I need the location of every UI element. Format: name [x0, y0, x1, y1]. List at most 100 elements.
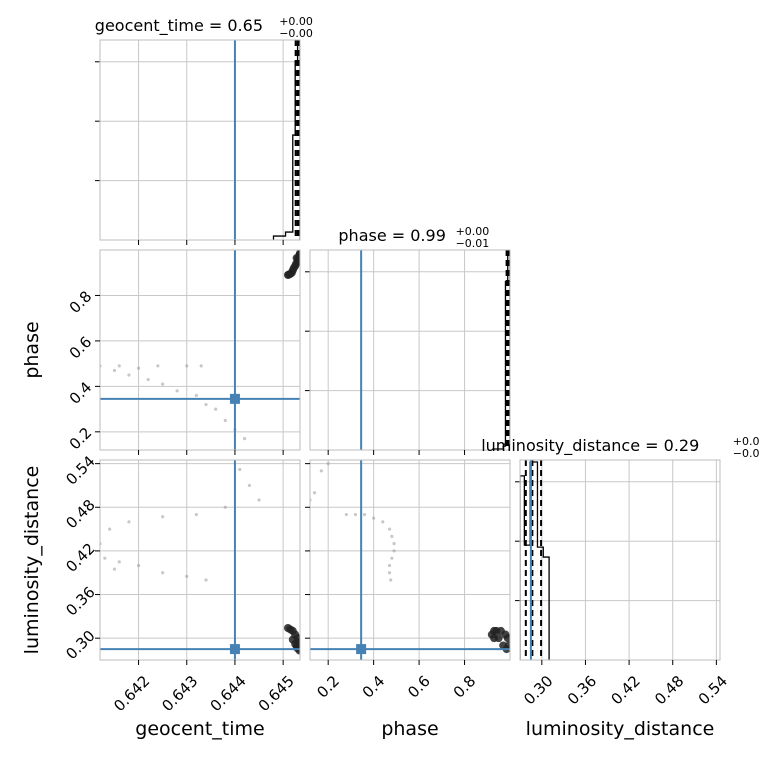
- panel-phase_vs_geocent_time-sample-26: [204, 402, 208, 407]
- hist-phase-frame: [309, 249, 511, 451]
- xtick-label-phase: 0.8: [450, 672, 480, 702]
- panel-luminosity_distance_vs_geocent_time-sample-13: [247, 483, 251, 488]
- panel-luminosity_distance_vs_phase-sample-13: [319, 469, 323, 473]
- hist-luminosity_distance-frame: [519, 459, 721, 661]
- panel-title-luminosity_distance: luminosity_distance = 0.29: [481, 436, 699, 456]
- panel-phase_vs_geocent_time-sample-12: [295, 250, 300, 259]
- ytick-label-luminosity_distance: 0.30: [62, 627, 98, 663]
- panel-title-geocent_time: geocent_time = 0.65: [95, 16, 263, 36]
- xtick-label-phase: 0.6: [404, 672, 434, 702]
- panel-phase_vs_geocent_time-group: [100, 250, 300, 450]
- panel-luminosity_distance_vs_geocent_time-sample-17: [161, 515, 165, 519]
- ylabel-phase: phase: [21, 321, 43, 378]
- title-minus-geocent_time: −0.00: [279, 27, 313, 40]
- xlabel-phase: phase: [381, 718, 438, 740]
- title-plus-luminosity_distance: +0.01: [733, 435, 760, 448]
- xtick-label-luminosity_distance: 0.48: [651, 672, 687, 708]
- panel-phase_vs_geocent_time-sample-16: [136, 366, 141, 370]
- panel-phase_vs_geocent_time-sample-21: [127, 373, 131, 377]
- panel-luminosity_distance_vs_geocent_time-sample-19: [108, 527, 112, 531]
- xtick-label-geocent_time: 0.643: [158, 672, 201, 715]
- panel-luminosity_distance_vs_geocent_time-truth-marker: [229, 644, 240, 655]
- panel-phase_vs_geocent_time-sample-22: [146, 377, 150, 382]
- panel-phase_vs_geocent_time-truth-marker: [229, 393, 240, 404]
- panel-phase_vs_geocent_time-sample-13: [284, 270, 293, 279]
- ytick-label-phase: 0.4: [66, 378, 96, 408]
- xtick-label-luminosity_distance: 0.54: [695, 672, 731, 708]
- panel-luminosity_distance_vs_phase-sample-24: [390, 556, 394, 560]
- panel-phase_vs_geocent_time-sample-25: [194, 393, 198, 398]
- xtick-label-geocent_time: 0.645: [255, 672, 298, 715]
- xtick-label-luminosity_distance: 0.30: [520, 672, 556, 708]
- panel-luminosity_distance_vs_phase-sample-4: [503, 634, 510, 643]
- panel-luminosity_distance_vs_geocent_time-sample-23: [136, 563, 141, 568]
- xtick-label-phase: 0.4: [359, 672, 389, 702]
- panel-luminosity_distance_vs_geocent_time-sample-21: [103, 556, 107, 560]
- xlabel-luminosity_distance: luminosity_distance: [526, 718, 715, 740]
- panel-luminosity_distance_vs_geocent_time-group: [100, 460, 300, 660]
- ytick-label-luminosity_distance: 0.42: [62, 539, 98, 575]
- panel-luminosity_distance_vs_geocent_time-frame: [99, 459, 301, 661]
- panel-luminosity_distance_vs_phase-sample-20: [387, 527, 392, 531]
- title-text: phase = 0.99: [338, 226, 445, 245]
- panel-luminosity_distance_vs_phase-sample-19: [381, 520, 385, 524]
- hist-phase-group: [310, 250, 510, 450]
- title-text: geocent_time = 0.65: [95, 16, 263, 36]
- panel-luminosity_distance_vs_phase-bg: [310, 460, 510, 660]
- panel-luminosity_distance_vs_geocent_time-sample-16: [194, 512, 198, 517]
- xtick-label-luminosity_distance: 0.42: [607, 672, 643, 708]
- title-minus-luminosity_distance: −0.01: [733, 447, 760, 460]
- panel-phase_vs_geocent_time-sample-20: [112, 368, 117, 373]
- panel-luminosity_distance_vs_geocent_time-sample-24: [161, 571, 165, 575]
- ytick-label-luminosity_distance: 0.54: [62, 452, 98, 488]
- panel-phase_vs_geocent_time-sample-17: [156, 364, 160, 368]
- panel-luminosity_distance_vs_geocent_time-sample-27: [112, 567, 117, 571]
- panel-luminosity_distance_vs_geocent_time-sample-25: [185, 574, 189, 578]
- panel-luminosity_distance_vs_phase-frame: [309, 459, 511, 661]
- panel-luminosity_distance_vs_phase-sample-17: [362, 512, 367, 517]
- xlabel-geocent_time: geocent_time: [135, 718, 264, 740]
- xtick-label-phase: 0.2: [313, 672, 343, 702]
- panel-phase_vs_geocent_time-sample-11: [292, 259, 300, 268]
- panel-phase_vs_geocent_time-sample-27: [214, 407, 218, 411]
- panel-luminosity_distance_vs_geocent_time-sample-14: [257, 498, 261, 502]
- panel-luminosity_distance_vs_geocent_time-sample-22: [117, 560, 121, 564]
- panel-luminosity_distance_vs_phase-sample-25: [387, 563, 392, 568]
- hist-luminosity_distance-steps: [520, 461, 550, 660]
- title-plus-geocent_time: +0.00: [279, 15, 313, 28]
- panel-luminosity_distance_vs_phase-sample-21: [390, 534, 394, 538]
- hist-luminosity_distance-group: [520, 460, 720, 660]
- hist-geocent_time-frame: [99, 39, 301, 241]
- panel-luminosity_distance_vs_phase-sample-26: [387, 571, 392, 575]
- panel-luminosity_distance_vs_phase-sample-15: [344, 512, 348, 517]
- panel-luminosity_distance_vs_geocent_time-sample-18: [127, 520, 131, 524]
- ytick-label-luminosity_distance: 0.48: [62, 496, 98, 532]
- panel-phase_vs_geocent_time-sample-24: [175, 389, 179, 393]
- panel-luminosity_distance_vs_phase-sample-16: [353, 512, 358, 517]
- panel-luminosity_distance_vs_phase-sample-10: [487, 630, 496, 639]
- panel-luminosity_distance_vs_geocent_time-sample-26: [204, 578, 208, 582]
- xtick-label-luminosity_distance: 0.36: [564, 672, 600, 708]
- ytick-label-phase: 0.8: [66, 287, 96, 317]
- panel-phase_vs_geocent_time-frame: [99, 249, 301, 451]
- panel-luminosity_distance_vs_phase-sample-12: [312, 491, 317, 495]
- panel-luminosity_distance_vs_phase-sample-22: [392, 542, 396, 546]
- ytick-label-luminosity_distance: 0.36: [62, 583, 98, 619]
- panel-luminosity_distance_vs_phase-truth-marker: [356, 644, 367, 655]
- panel-phase_vs_geocent_time-sample-28: [223, 418, 227, 423]
- panel-luminosity_distance_vs_phase-sample-23: [392, 549, 396, 553]
- panel-luminosity_distance_vs_phase-sample-14: [326, 462, 330, 466]
- xtick-label-geocent_time: 0.642: [110, 672, 153, 715]
- panel-phase_vs_geocent_time-sample-30: [242, 437, 247, 441]
- ytick-label-phase: 0.6: [66, 333, 96, 363]
- panel-luminosity_distance_vs_geocent_time-sample-15: [223, 505, 227, 509]
- panel-phase_vs_geocent_time-bg: [100, 250, 300, 450]
- panel-phase_vs_geocent_time-sample-23: [161, 382, 165, 386]
- panel-title-phase: phase = 0.99: [338, 226, 445, 245]
- panel-luminosity_distance_vs_phase-group: [310, 460, 510, 660]
- hist-geocent_time-bg: [100, 40, 300, 240]
- ylabel-luminosity_distance: luminosity_distance: [21, 466, 43, 655]
- title-minus-phase: −0.01: [456, 237, 490, 250]
- panel-luminosity_distance_vs_phase-sample-18: [372, 516, 376, 520]
